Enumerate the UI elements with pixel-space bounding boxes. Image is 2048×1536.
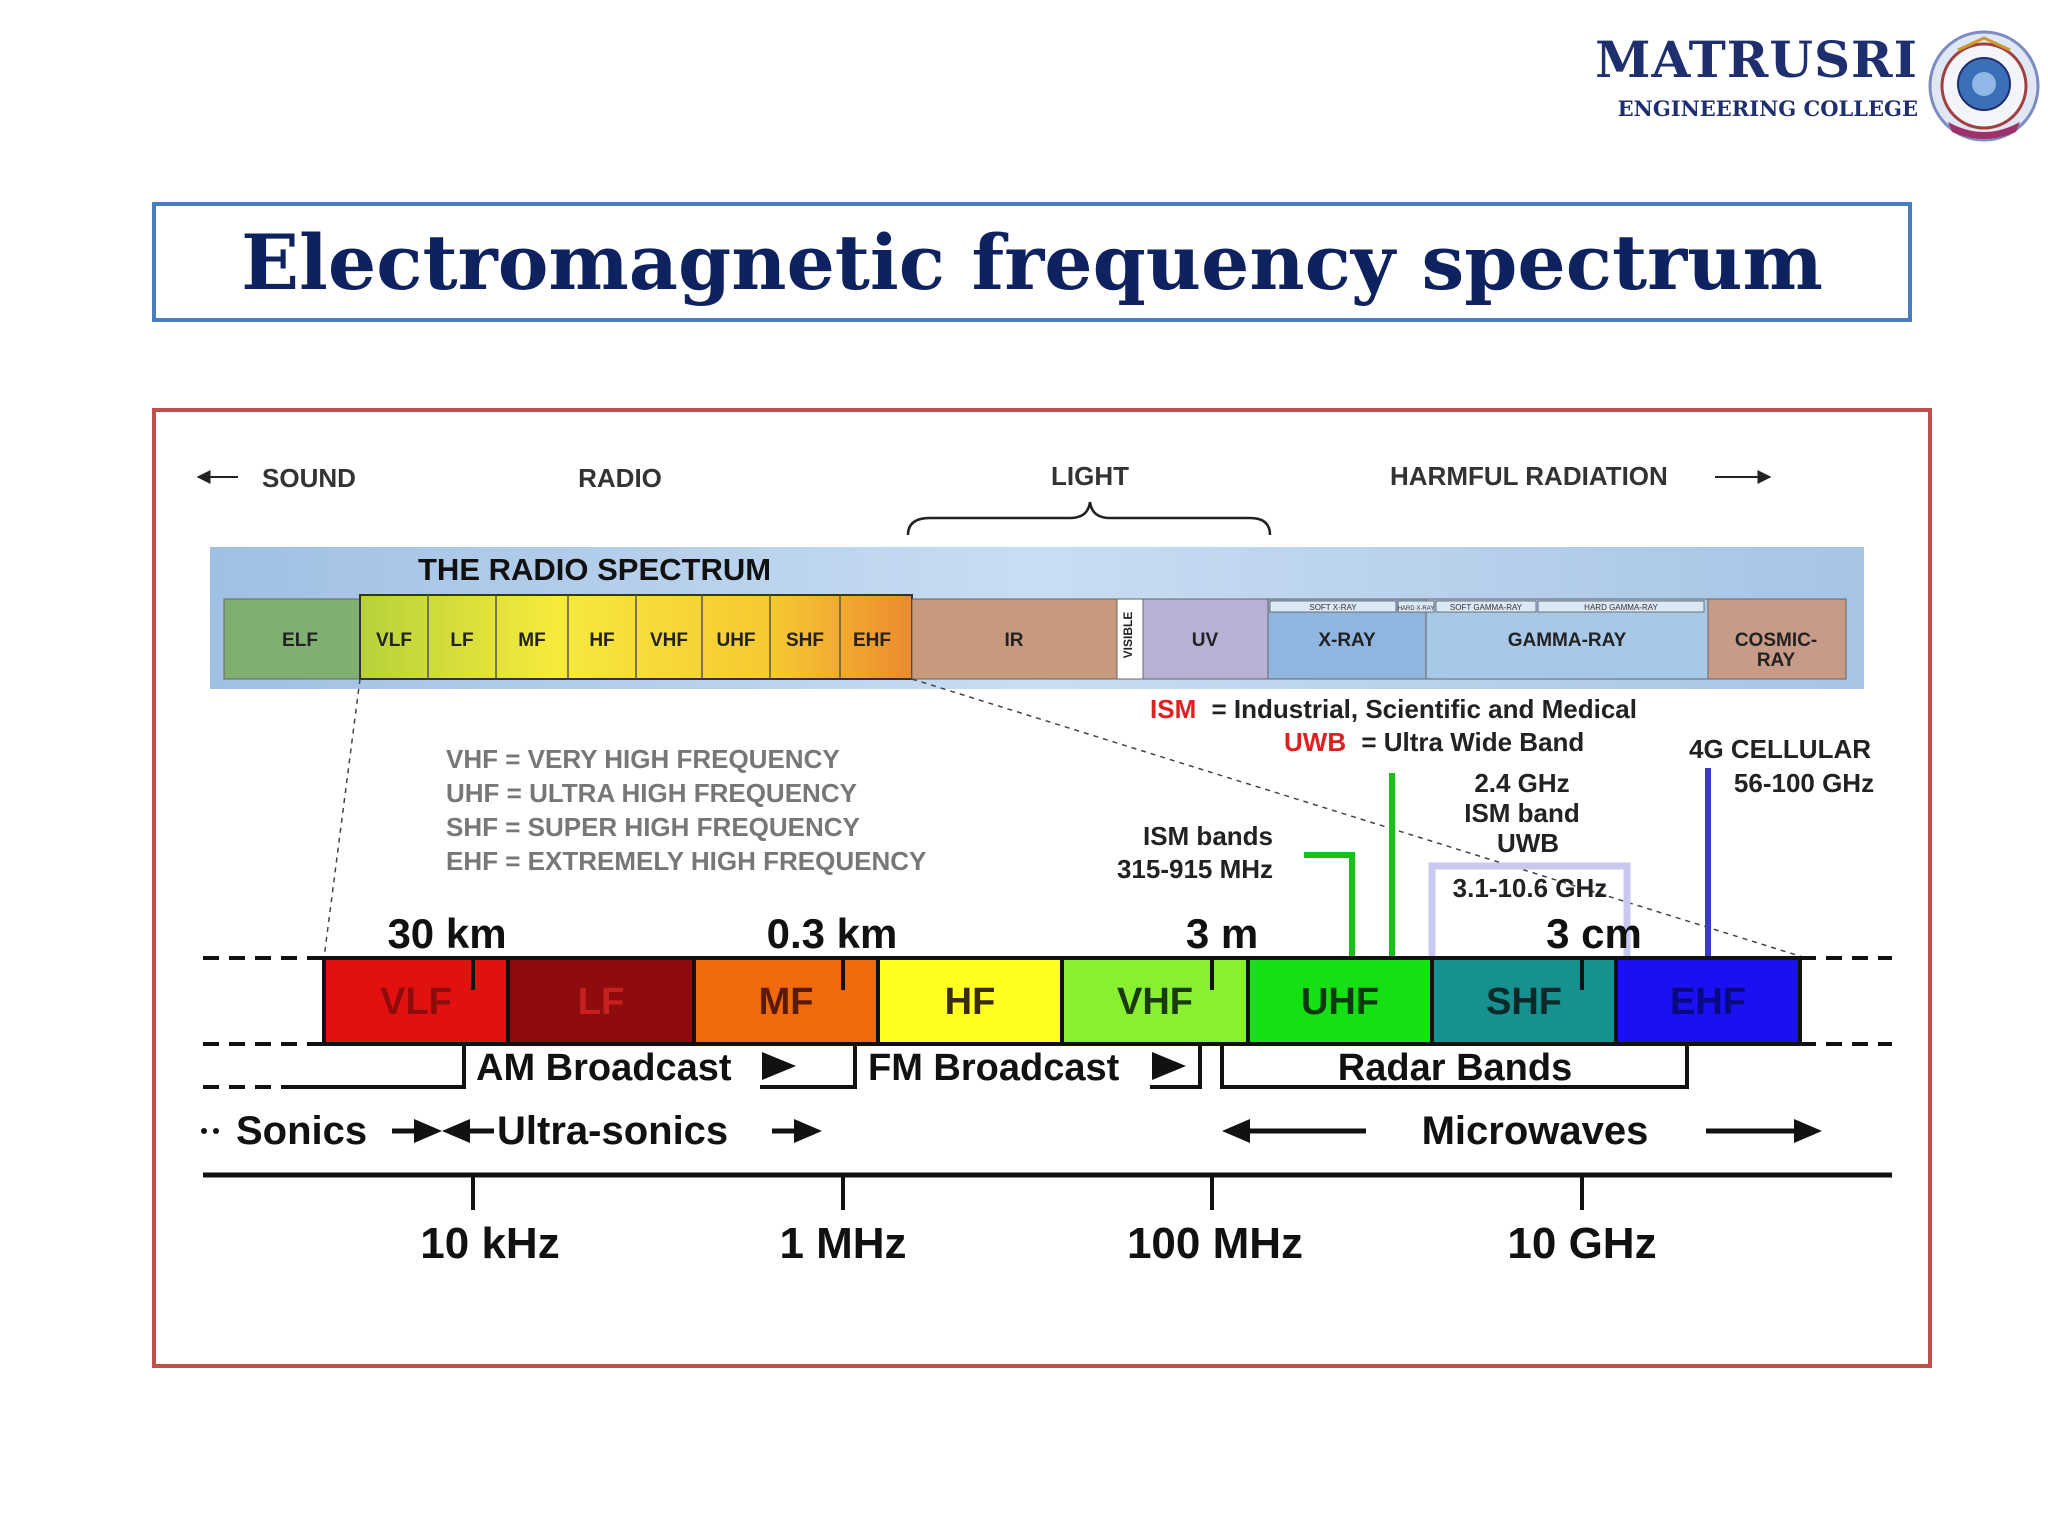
band-segment-uhf [1246, 956, 1434, 1046]
sub-hard-gamma: HARD GAMMA-RAY [1584, 603, 1658, 612]
frequency-10khz: 10 kHz [420, 1219, 559, 1268]
band-segment-ehf [1614, 956, 1802, 1046]
top-band-lf: LF [450, 630, 473, 651]
sonics-arrow-icon [392, 1119, 442, 1143]
college-subtitle: ENGINEERING COLLEGE [1617, 96, 1918, 121]
microwaves-right-arrow-icon [1706, 1119, 1822, 1143]
cellular-label: 4G CELLULAR [1689, 734, 1871, 764]
band-vlf-label: VLF [380, 981, 452, 1023]
light-brace [906, 501, 1272, 536]
fm-broadcast-label: FM Broadcast [868, 1047, 1120, 1089]
sub-hard-xray: HARD X-RAY [1398, 606, 1435, 612]
band-visible-label: VISIBLE [1121, 612, 1135, 659]
band-segment-vlf [322, 956, 510, 1046]
category-sound: SOUND [262, 463, 356, 493]
band-ir [911, 598, 1118, 680]
band-elf [223, 598, 361, 680]
band-mf-label: MF [759, 981, 814, 1023]
top-band-ehf: EHF [853, 630, 891, 651]
uwb-legend: UWB = Ultra Wide Band [1284, 727, 1584, 757]
ism-bands-range: 315-915 MHz [1117, 854, 1273, 884]
band-xray-label: X-RAY [1318, 630, 1376, 651]
ism-bands-label: ISM bands [1143, 821, 1273, 851]
ism-definition: = Industrial, Scientific and Medical [1211, 694, 1637, 724]
sub-soft-xray: SOFT X-RAY [1309, 603, 1357, 612]
uwb-abbr: UWB [1284, 727, 1346, 757]
band-uv-label: UV [1192, 630, 1219, 651]
frequency-10ghz: 10 GHz [1507, 1219, 1656, 1268]
category-light: LIGHT [1051, 461, 1129, 491]
sonics-label: Sonics [236, 1109, 367, 1153]
band-cosmic-label-1: COSMIC- [1735, 630, 1817, 651]
top-band-mf: MF [518, 630, 545, 651]
wavelength-30km: 30 km [387, 910, 506, 957]
uwb-range-label: 3.1-10.6 GHz [1453, 873, 1608, 903]
ism-abbr: ISM [1150, 694, 1196, 724]
cellular-range: 56-100 GHz [1734, 768, 1874, 798]
college-seal-icon [1928, 30, 2040, 142]
category-radio: RADIO [578, 463, 662, 493]
top-band-hf: HF [589, 630, 614, 651]
band-ir-label: IR [1005, 630, 1024, 651]
definition-uhf: UHF = ULTRA HIGH FREQUENCY [446, 778, 857, 808]
am-arrow-icon [762, 1052, 796, 1080]
college-name: MATRUSRI [1595, 30, 1918, 89]
ism-24-uwb: UWB [1497, 828, 1559, 858]
band-uhf-label: UHF [1301, 981, 1379, 1023]
frequency-1mhz: 1 MHz [779, 1219, 906, 1268]
band-hf-label: HF [945, 981, 996, 1023]
top-band-shf: SHF [786, 630, 824, 651]
band-visible [1116, 598, 1144, 680]
top-band-uhf: UHF [716, 630, 755, 651]
band-cosmic [1707, 598, 1847, 680]
frequency-100mhz: 100 MHz [1127, 1219, 1303, 1268]
radio-spectrum-title: THE RADIO SPECTRUM [418, 552, 771, 587]
band-uv [1142, 598, 1269, 680]
figure-frame [152, 408, 1932, 1368]
top-band-vhf: VHF [650, 630, 688, 651]
uwb-range-bracket [1428, 862, 1631, 958]
ism-legend: ISM = Industrial, Scientific and Medical [1150, 694, 1637, 724]
fm-bracket [1150, 1042, 1202, 1089]
college-logo: MATRUSRI ENGINEERING COLLEGE [1590, 30, 2040, 150]
wavelength-03km: 0.3 km [767, 910, 898, 957]
ism-bands-marker [1304, 852, 1355, 958]
band-lf-label: LF [578, 981, 624, 1023]
radar-bands-label: Radar Bands [1338, 1047, 1572, 1089]
band-ehf-label: EHF [1670, 981, 1746, 1023]
wavelength-3cm: 3 cm [1546, 910, 1642, 957]
wavelength-3m: 3 m [1186, 910, 1258, 957]
am-broadcast-label: AM Broadcast [476, 1047, 732, 1089]
band-shf-label: SHF [1486, 981, 1562, 1023]
microwaves-left-arrow-icon [1222, 1119, 1366, 1143]
category-harmful: HARMFUL RADIATION [1390, 461, 1668, 491]
ultrasonics-arrow-icon [772, 1119, 822, 1143]
zoom-line-right [911, 678, 1807, 959]
band-segment-vhf [1060, 956, 1250, 1046]
ultrasonics-back-arrow-icon [442, 1119, 494, 1143]
band-gamma-label: GAMMA-RAY [1508, 630, 1627, 651]
band-vhf-label: VHF [1117, 981, 1193, 1023]
top-band-vlf: VLF [376, 630, 412, 651]
microwaves-label: Microwaves [1422, 1109, 1649, 1153]
definition-ehf: EHF = EXTREMELY HIGH FREQUENCY [446, 846, 926, 876]
am-bracket-left [285, 1044, 466, 1089]
fm-arrow-icon [1152, 1052, 1186, 1080]
band-segment-hf [876, 956, 1064, 1046]
ism-24-band: ISM band [1464, 798, 1580, 828]
ultrasonics-label: Ultra-sonics [497, 1109, 728, 1153]
slide-title-box: Electromagnetic frequency spectrum [152, 202, 1912, 322]
zoom-line-left [323, 678, 361, 959]
ism-24-freq: 2.4 GHz [1474, 768, 1569, 798]
band-elf-label: ELF [282, 630, 318, 651]
slide-title: Electromagnetic frequency spectrum [241, 217, 1823, 307]
definition-vhf: VHF = VERY HIGH FREQUENCY [446, 744, 840, 774]
band-cosmic-label-2: RAY [1757, 650, 1796, 671]
definition-shf: SHF = SUPER HIGH FREQUENCY [446, 812, 860, 842]
sub-soft-gamma: SOFT GAMMA-RAY [1450, 603, 1523, 612]
radar-bracket [1220, 1044, 1689, 1089]
uwb-definition: = Ultra Wide Band [1361, 727, 1584, 757]
